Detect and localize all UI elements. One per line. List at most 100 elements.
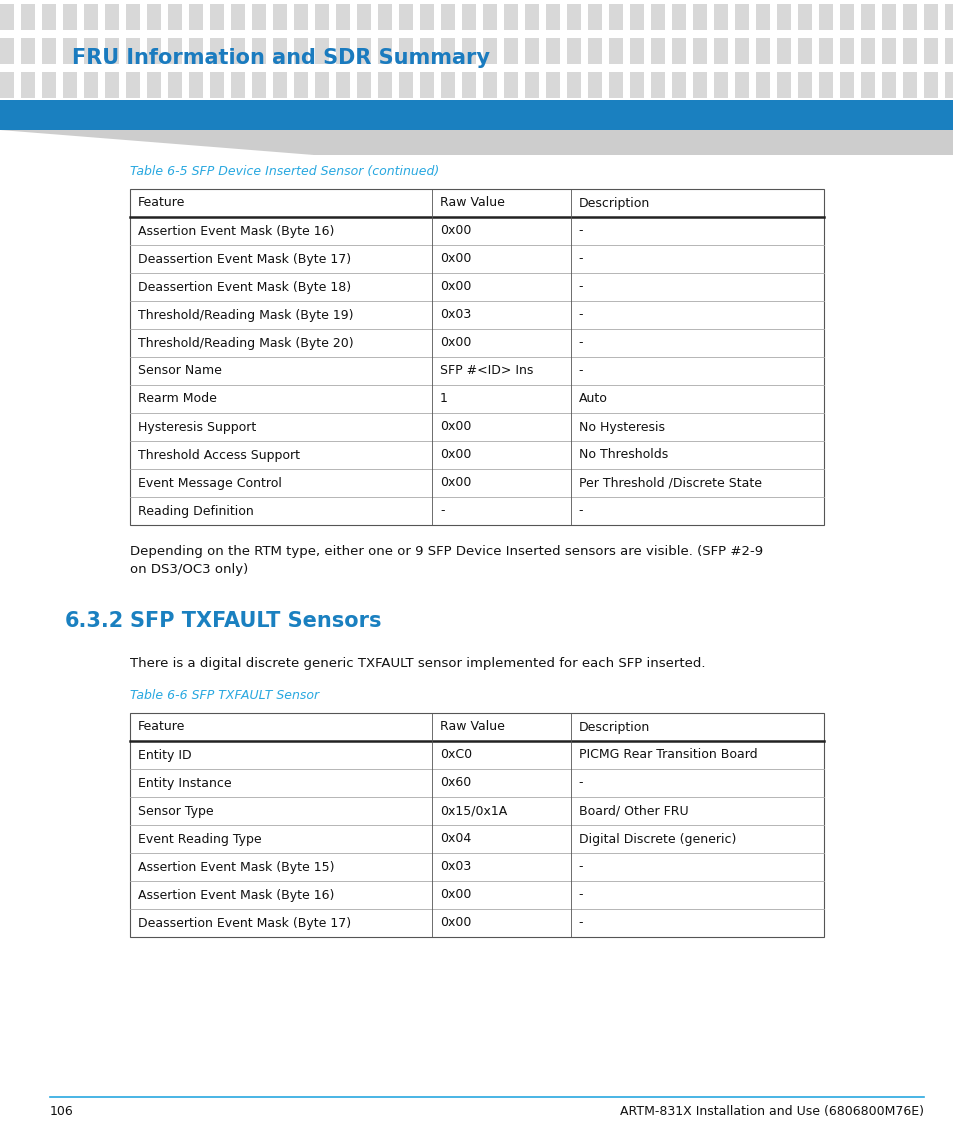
Text: Entity ID: Entity ID xyxy=(138,749,192,761)
Text: 0x00: 0x00 xyxy=(439,916,471,930)
Bar xyxy=(168,72,182,98)
Bar xyxy=(629,3,643,30)
Bar xyxy=(713,72,727,98)
Bar xyxy=(524,3,538,30)
Bar xyxy=(335,3,350,30)
Text: There is a digital discrete generic TXFAULT sensor implemented for each SFP inse: There is a digital discrete generic TXFA… xyxy=(130,657,705,670)
Bar xyxy=(0,3,14,30)
Bar xyxy=(147,38,161,64)
Bar xyxy=(105,3,119,30)
Bar xyxy=(126,38,140,64)
Bar xyxy=(671,3,685,30)
Text: -: - xyxy=(578,364,582,378)
Bar xyxy=(0,38,14,64)
Text: SFP TXFAULT Sensors: SFP TXFAULT Sensors xyxy=(130,611,381,631)
Bar xyxy=(210,3,224,30)
Bar xyxy=(650,72,664,98)
Bar xyxy=(608,3,622,30)
Bar xyxy=(797,72,811,98)
Text: Sensor Type: Sensor Type xyxy=(138,805,213,818)
Bar xyxy=(252,38,266,64)
Bar xyxy=(461,72,476,98)
Bar xyxy=(671,72,685,98)
Bar xyxy=(587,72,601,98)
Bar xyxy=(168,38,182,64)
Bar xyxy=(0,100,953,131)
Bar xyxy=(356,3,371,30)
Text: Hysteresis Support: Hysteresis Support xyxy=(138,420,256,434)
Bar xyxy=(419,3,434,30)
Bar xyxy=(105,72,119,98)
Bar xyxy=(461,3,476,30)
Bar xyxy=(882,3,895,30)
Bar xyxy=(231,3,245,30)
Text: -: - xyxy=(578,776,582,790)
Text: 0x00: 0x00 xyxy=(439,889,471,901)
Bar xyxy=(356,72,371,98)
Bar xyxy=(273,72,287,98)
Text: -: - xyxy=(578,337,582,349)
Bar xyxy=(273,3,287,30)
Bar xyxy=(671,38,685,64)
Text: SFP #<ID> Ins: SFP #<ID> Ins xyxy=(439,364,533,378)
Bar xyxy=(755,3,769,30)
Text: 0x00: 0x00 xyxy=(439,476,471,490)
Bar xyxy=(629,38,643,64)
Text: 0x00: 0x00 xyxy=(439,449,471,461)
Text: Assertion Event Mask (Byte 16): Assertion Event Mask (Byte 16) xyxy=(138,889,334,901)
Bar xyxy=(130,189,823,526)
Bar xyxy=(840,3,853,30)
Text: Threshold Access Support: Threshold Access Support xyxy=(138,449,299,461)
Bar xyxy=(482,3,497,30)
Bar xyxy=(713,3,727,30)
Text: -: - xyxy=(578,861,582,874)
Bar xyxy=(944,72,953,98)
Bar xyxy=(231,38,245,64)
Text: Deassertion Event Mask (Byte 17): Deassertion Event Mask (Byte 17) xyxy=(138,253,351,266)
Text: No Hysteresis: No Hysteresis xyxy=(578,420,664,434)
Text: Table 6-6 SFP TXFAULT Sensor: Table 6-6 SFP TXFAULT Sensor xyxy=(130,689,319,702)
Bar xyxy=(566,72,580,98)
Bar xyxy=(252,72,266,98)
Text: 0x04: 0x04 xyxy=(439,832,471,845)
Bar xyxy=(545,38,559,64)
Bar xyxy=(923,72,937,98)
Text: -: - xyxy=(578,253,582,266)
Bar xyxy=(63,3,77,30)
Bar xyxy=(42,38,56,64)
Bar xyxy=(692,3,706,30)
Bar xyxy=(861,72,874,98)
Bar xyxy=(105,38,119,64)
Text: ARTM-831X Installation and Use (6806800M76E): ARTM-831X Installation and Use (6806800M… xyxy=(619,1105,923,1118)
Text: 0x00: 0x00 xyxy=(439,420,471,434)
Bar xyxy=(797,3,811,30)
Text: Digital Discrete (generic): Digital Discrete (generic) xyxy=(578,832,736,845)
Text: Rearm Mode: Rearm Mode xyxy=(138,393,216,405)
Bar xyxy=(902,38,916,64)
Text: Auto: Auto xyxy=(578,393,607,405)
Text: Threshold/Reading Mask (Byte 19): Threshold/Reading Mask (Byte 19) xyxy=(138,308,354,322)
Bar xyxy=(461,38,476,64)
Bar xyxy=(776,3,790,30)
Bar xyxy=(440,72,455,98)
Bar xyxy=(252,3,266,30)
Bar xyxy=(734,72,748,98)
Text: Assertion Event Mask (Byte 15): Assertion Event Mask (Byte 15) xyxy=(138,861,335,874)
Text: 0x00: 0x00 xyxy=(439,337,471,349)
Text: No Thresholds: No Thresholds xyxy=(578,449,667,461)
Text: Board/ Other FRU: Board/ Other FRU xyxy=(578,805,688,818)
Bar xyxy=(210,38,224,64)
Bar xyxy=(861,3,874,30)
Bar xyxy=(314,38,329,64)
Bar xyxy=(587,38,601,64)
Bar xyxy=(377,3,392,30)
Bar xyxy=(882,72,895,98)
Bar xyxy=(84,3,98,30)
Bar xyxy=(440,3,455,30)
Bar xyxy=(902,72,916,98)
Bar xyxy=(294,38,308,64)
Bar xyxy=(377,72,392,98)
Bar xyxy=(398,72,413,98)
Bar xyxy=(692,72,706,98)
Bar xyxy=(21,38,35,64)
